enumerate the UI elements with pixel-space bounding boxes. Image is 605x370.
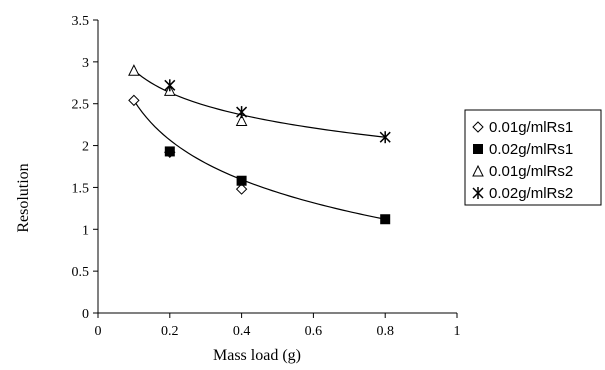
asterisk-point	[236, 106, 248, 119]
legend-entry-label: 0.01g/mlRs1	[489, 119, 573, 136]
triangle-point	[472, 164, 484, 177]
trendlines	[133, 69, 386, 220]
square-point	[473, 144, 483, 154]
triangle-point	[235, 114, 248, 126]
x-tick-label: 0.4	[233, 324, 251, 339]
legend-entry-label: 0.01g/mlRs2	[489, 163, 573, 180]
asterisk-point	[379, 131, 391, 144]
y-tick-label: 2	[82, 140, 89, 155]
axes	[97, 20, 457, 314]
trendline	[133, 69, 386, 138]
y-tick-label: 2.5	[72, 98, 90, 113]
asterisk-point	[472, 187, 484, 199]
y-tick-label: 3	[82, 56, 89, 71]
diamond-point	[472, 121, 484, 133]
x-tick-label: 0.2	[161, 324, 179, 339]
square-point	[164, 146, 175, 157]
legend-box	[464, 109, 602, 206]
x-tick-label: 1	[454, 324, 461, 339]
x-tick-label: 0	[95, 324, 102, 339]
triangle-point	[128, 64, 140, 76]
y-tick-label: 3.5	[72, 14, 90, 29]
legend-entry-label: 0.02g/mlRs1	[489, 141, 573, 158]
square-point	[236, 175, 247, 186]
x-axis-title: Mass load (g)	[213, 347, 301, 364]
y-tick-label: 0	[82, 307, 89, 322]
data-points	[128, 64, 391, 225]
y-tick-label: 1	[82, 223, 89, 238]
y-ticks: 0 0.5 1 1.5 2 2.5 3 3.5	[72, 14, 98, 322]
y-tick-label: 0.5	[72, 265, 90, 280]
legend: 0.01g/mlRs1 0.02g/mlRs1 0.01g/mlRs2 0.02g/m…	[464, 109, 602, 206]
y-tick-label: 1.5	[72, 181, 90, 196]
y-axis-title: Resolution	[15, 163, 32, 232]
x-ticks: 0 0.2 0.4 0.6 0.8 1	[95, 313, 461, 339]
square-point	[380, 214, 391, 225]
diamond-point	[235, 183, 248, 195]
x-tick-label: 0.6	[305, 324, 323, 339]
x-tick-label: 0.8	[376, 324, 394, 339]
trendline	[133, 100, 386, 220]
asterisk-point	[164, 79, 176, 92]
legend-entry-label: 0.02g/mlRs2	[489, 185, 573, 202]
diamond-point	[128, 94, 140, 107]
